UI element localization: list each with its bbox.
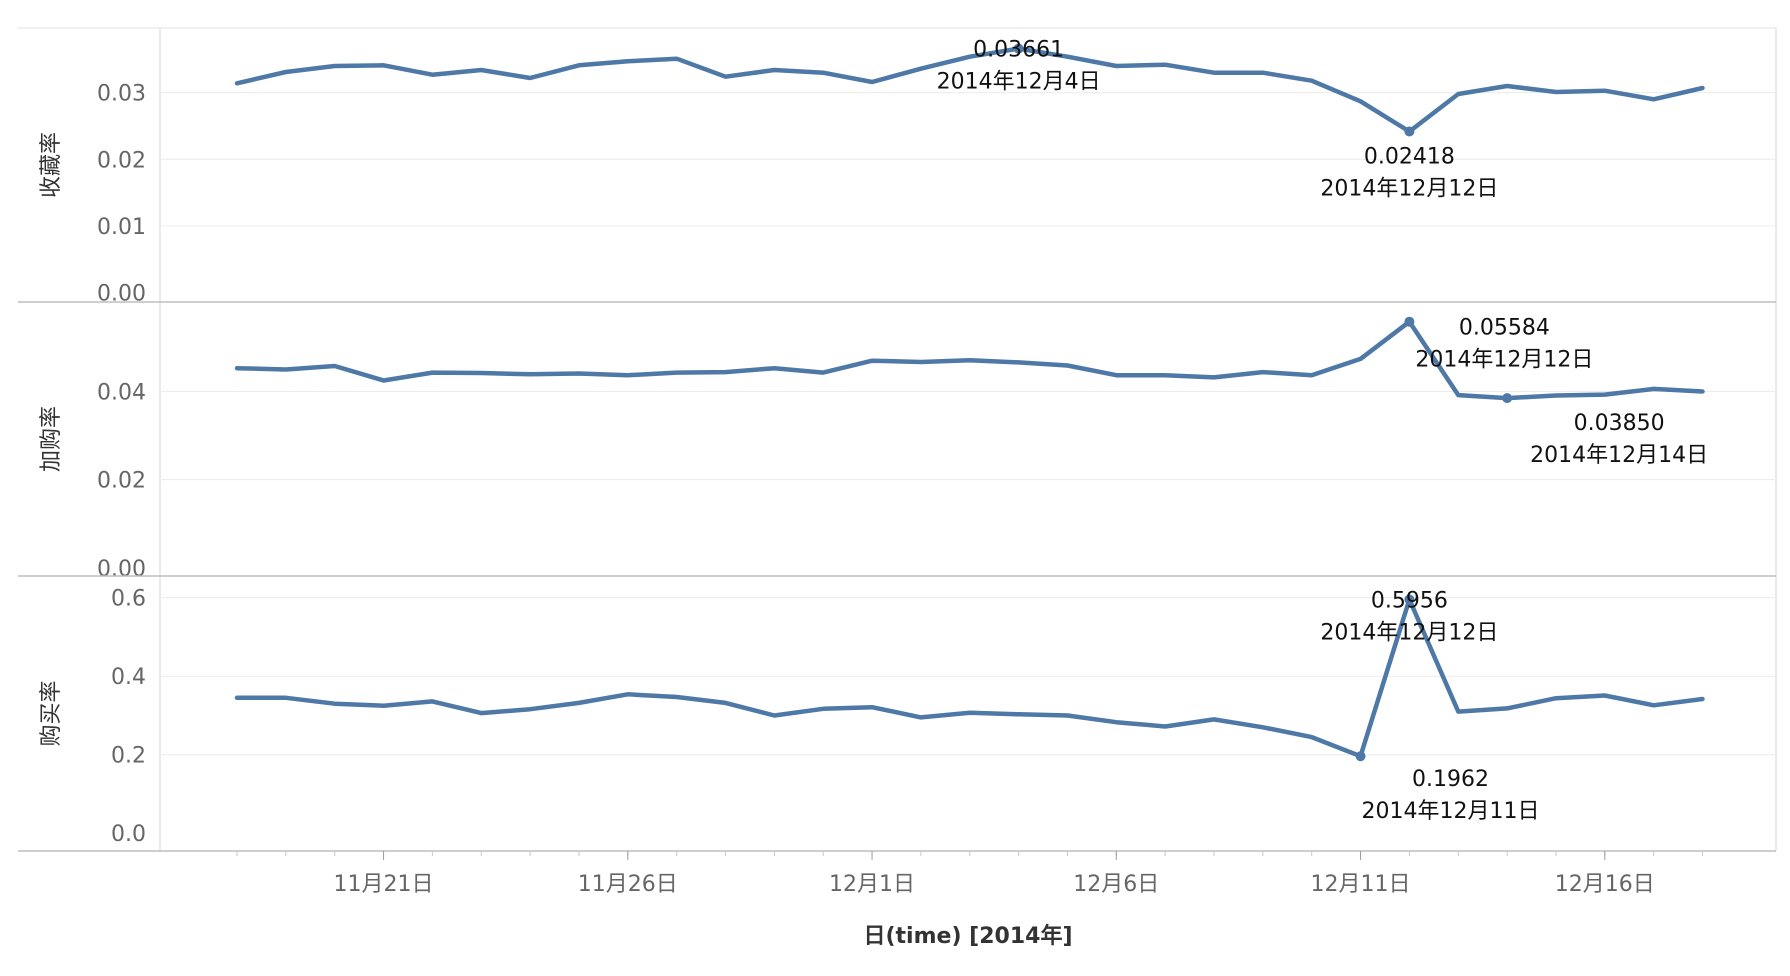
annotation-date: 2014年12月11日	[1362, 799, 1540, 824]
y-tick-label: 0.00	[97, 557, 146, 582]
annotated-point	[1013, 43, 1024, 54]
annotated-point	[1404, 316, 1415, 327]
y-tick-label: 0.01	[97, 215, 146, 240]
annotation-value: 0.03850	[1574, 411, 1665, 436]
y-tick-label: 0.02	[97, 469, 146, 494]
annotated-point	[1404, 126, 1415, 137]
y-tick-label: 0.0	[111, 822, 146, 847]
annotation-date: 2014年12月4日	[937, 70, 1101, 95]
annotation-date: 2014年12月12日	[1320, 620, 1498, 645]
x-tick-label: 12月6日	[1073, 872, 1159, 897]
x-axis-title: 日(time) [2014年]	[863, 923, 1072, 949]
y-tick-label: 0.03	[97, 82, 146, 107]
series-line	[234, 319, 1705, 401]
y-tick-label: 0.02	[97, 148, 146, 173]
x-tick-label: 12月16日	[1555, 872, 1655, 897]
annotation-value: 0.1962	[1412, 767, 1489, 792]
annotation-value: 0.02418	[1364, 144, 1455, 169]
annotated-point	[1404, 594, 1415, 605]
x-tick-label: 11月26日	[578, 872, 678, 897]
x-tick-label: 11月21日	[334, 872, 434, 897]
y-tick-label: 0.6	[111, 587, 146, 612]
annotated-point	[1502, 393, 1513, 404]
y-tick-label: 0.2	[111, 744, 146, 769]
y-tick-label: 0.4	[111, 665, 146, 690]
annotation-date: 2014年12月14日	[1530, 443, 1708, 468]
x-tick-label: 12月1日	[829, 872, 915, 897]
series-line	[234, 46, 1705, 134]
annotation-value: 0.5956	[1371, 588, 1448, 613]
y-axis-title: 购买率	[39, 680, 64, 746]
annotated-point	[1355, 751, 1366, 762]
annotation-value: 0.03661	[973, 38, 1064, 63]
annotation-date: 2014年12月12日	[1320, 176, 1498, 201]
y-axis-title: 加购率	[39, 406, 64, 472]
x-tick-label: 12月11日	[1311, 872, 1411, 897]
annotation-value: 0.05584	[1459, 316, 1550, 341]
y-tick-label: 0.00	[97, 282, 146, 307]
y-axis-title: 收藏率	[39, 132, 64, 198]
series-line	[234, 597, 1705, 759]
y-tick-label: 0.04	[97, 381, 146, 406]
annotation-date: 2014年12月12日	[1415, 348, 1593, 373]
